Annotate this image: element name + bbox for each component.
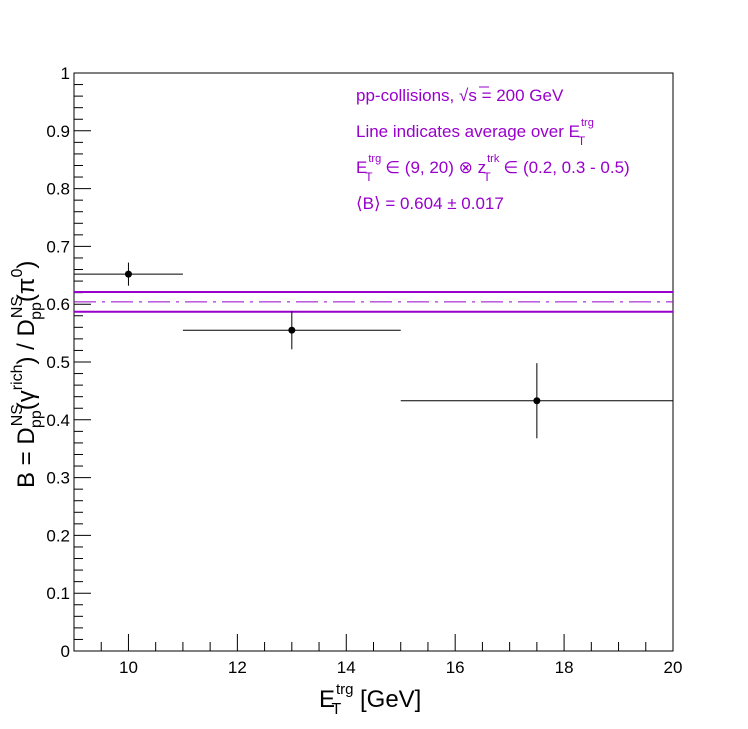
x-tick-labels: 10 12 14 16 18 20 [119, 658, 682, 677]
x-tick-label: 10 [119, 658, 138, 677]
x-tick-label: 12 [228, 658, 247, 677]
x-tick-label: 20 [664, 658, 683, 677]
annotation-line-4: ⟨B⟩ = 0.604 ± 0.017 [356, 194, 504, 213]
y-tick-label: 1 [61, 64, 70, 83]
y-tick-labels: 0 0.1 0.2 0.3 0.4 0.5 0.6 0.7 0.8 0.9 1 [46, 64, 70, 661]
y-tick-label: 0.4 [46, 411, 70, 430]
y-axis-label: B = DNS pp(γrich) / DNS pp(π0) [9, 261, 45, 488]
data-point [400, 363, 673, 439]
point-marker [288, 326, 296, 334]
point-marker [533, 397, 541, 405]
x-tick-label: 16 [446, 658, 465, 677]
y-tick-label: 0.8 [46, 180, 70, 199]
annotation-line-2: Line indicates average over Etrg T [356, 117, 594, 148]
y-tick-label: 0.1 [46, 584, 70, 603]
point-marker [124, 270, 132, 278]
y-tick-label: 0 [61, 642, 70, 661]
y-tick-label: 0.9 [46, 122, 70, 141]
y-tick-label: 0.7 [46, 237, 70, 256]
y-tick-label: 0.5 [46, 353, 70, 372]
data-point [74, 262, 183, 286]
annotation-line-3: Etrg T ∈ (9, 20) ⊗ ztrk T ∈ (0.2, 0.3 - 0.… [356, 153, 630, 184]
y-tick-label: 0.2 [46, 526, 70, 545]
x-tick-label: 18 [555, 658, 574, 677]
data-point [182, 311, 401, 350]
y-tick-label: 0.3 [46, 469, 70, 488]
annotation-line-1: pp-collisions, √s = 200 GeV [356, 86, 564, 105]
axis-ticks [73, 72, 674, 652]
sqrt-symbol: √ [459, 86, 469, 105]
x-tick-label: 14 [337, 658, 356, 677]
x-axis-label: Etrg T [GeV] [319, 681, 421, 718]
y-tick-label: 0.6 [46, 295, 70, 314]
sqrt-radicand: s [468, 86, 477, 105]
average-band [74, 291, 673, 313]
data-points [74, 262, 673, 439]
annotation-block: pp-collisions, √s = 200 GeV Line indicat… [356, 86, 630, 213]
